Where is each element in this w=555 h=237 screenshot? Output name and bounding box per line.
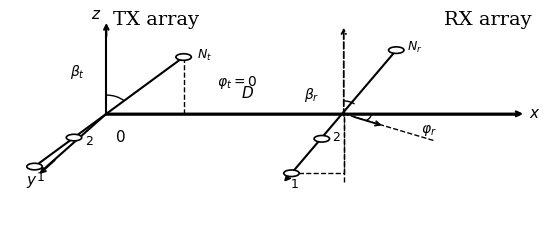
Circle shape bbox=[284, 170, 299, 177]
Text: $1$: $1$ bbox=[290, 178, 299, 191]
Text: $x$: $x$ bbox=[528, 107, 540, 121]
Text: $N_t$: $N_t$ bbox=[198, 48, 213, 64]
Text: $N_r$: $N_r$ bbox=[407, 40, 423, 55]
Text: $\beta_t$: $\beta_t$ bbox=[70, 63, 85, 81]
Text: TX array: TX array bbox=[113, 11, 199, 29]
Circle shape bbox=[27, 163, 42, 170]
Text: $0$: $0$ bbox=[115, 129, 125, 145]
Text: $2$: $2$ bbox=[332, 131, 340, 144]
Text: $1$: $1$ bbox=[36, 171, 44, 184]
Text: $2$: $2$ bbox=[85, 135, 94, 148]
Text: $y$: $y$ bbox=[26, 174, 38, 190]
Text: $D$: $D$ bbox=[241, 85, 254, 101]
Text: RX array: RX array bbox=[443, 11, 531, 29]
Circle shape bbox=[314, 136, 330, 142]
Circle shape bbox=[388, 47, 404, 53]
Text: $z$: $z$ bbox=[91, 9, 102, 23]
Text: $\varphi_t = 0$: $\varphi_t = 0$ bbox=[217, 74, 257, 91]
Text: $\beta_r$: $\beta_r$ bbox=[304, 86, 319, 104]
Text: $\varphi_r$: $\varphi_r$ bbox=[421, 123, 437, 138]
Circle shape bbox=[66, 134, 82, 141]
Circle shape bbox=[176, 54, 191, 60]
